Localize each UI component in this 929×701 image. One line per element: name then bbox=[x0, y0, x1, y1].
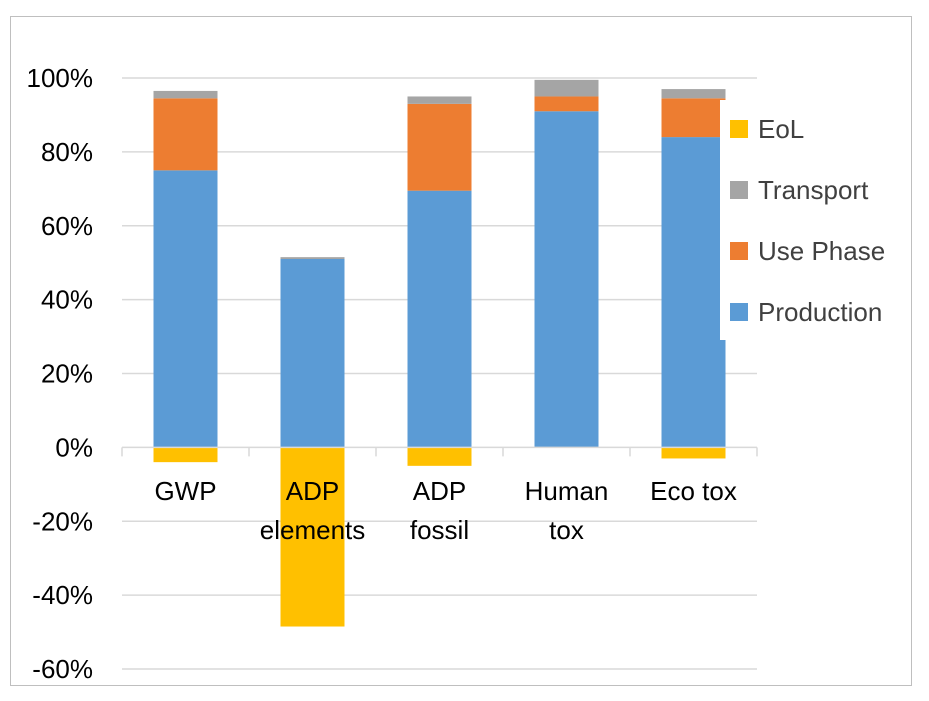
y-tick-label: 40% bbox=[41, 285, 93, 315]
y-tick-label: -20% bbox=[32, 506, 93, 536]
bar-use-phase bbox=[153, 98, 218, 171]
bar-transport bbox=[280, 257, 345, 259]
y-tick-label: 20% bbox=[41, 359, 93, 389]
category-label: ADP bbox=[286, 476, 339, 506]
y-tick-label: 0% bbox=[55, 432, 93, 462]
bar-transport bbox=[661, 89, 726, 99]
legend-swatch bbox=[730, 181, 748, 199]
y-tick-label: -60% bbox=[32, 654, 93, 684]
bar-transport bbox=[534, 79, 599, 97]
y-tick-label: 60% bbox=[41, 211, 93, 241]
category-label: GWP bbox=[154, 476, 216, 506]
bar-use-phase bbox=[407, 103, 472, 191]
legend-label: EoL bbox=[758, 114, 804, 144]
bar-production bbox=[407, 190, 472, 448]
bar-eol bbox=[280, 447, 345, 627]
y-axis-labels: 100% 80% 60% 40% 20% 0% -20% -40% -60% bbox=[27, 63, 94, 684]
bar-production bbox=[153, 170, 218, 448]
bars bbox=[153, 79, 726, 627]
legend-label: Transport bbox=[758, 175, 869, 205]
bar-eol bbox=[407, 447, 472, 466]
category-label: tox bbox=[549, 515, 584, 545]
legend-swatch bbox=[730, 303, 748, 321]
bar-transport bbox=[153, 90, 218, 99]
category-label: ADP bbox=[413, 476, 466, 506]
bar-transport bbox=[407, 96, 472, 104]
bar-production bbox=[280, 258, 345, 448]
legend-swatch bbox=[730, 242, 748, 260]
bar-eol bbox=[153, 447, 218, 463]
bar-production bbox=[661, 137, 726, 448]
y-tick-label: 80% bbox=[41, 137, 93, 167]
category-label: fossil bbox=[410, 515, 469, 545]
category-label: elements bbox=[260, 515, 366, 545]
legend[interactable]: EoL Transport Use Phase Production bbox=[720, 100, 910, 340]
category-labels: GWP ADP elements ADP fossil Human tox Eco tox bbox=[154, 476, 736, 545]
bar-use-phase bbox=[661, 98, 726, 138]
legend-swatch bbox=[730, 120, 748, 138]
legend-box bbox=[720, 100, 910, 340]
y-tick-label: -40% bbox=[32, 580, 93, 610]
category-label: Eco tox bbox=[650, 476, 737, 506]
bar-production bbox=[534, 111, 599, 448]
bar-use-phase bbox=[534, 96, 599, 112]
legend-label: Use Phase bbox=[758, 236, 885, 266]
bar-eol bbox=[661, 447, 726, 459]
legend-label: Production bbox=[758, 297, 882, 327]
y-tick-label: 100% bbox=[27, 63, 94, 93]
category-label: Human bbox=[525, 476, 609, 506]
x-axis bbox=[121, 446, 758, 457]
